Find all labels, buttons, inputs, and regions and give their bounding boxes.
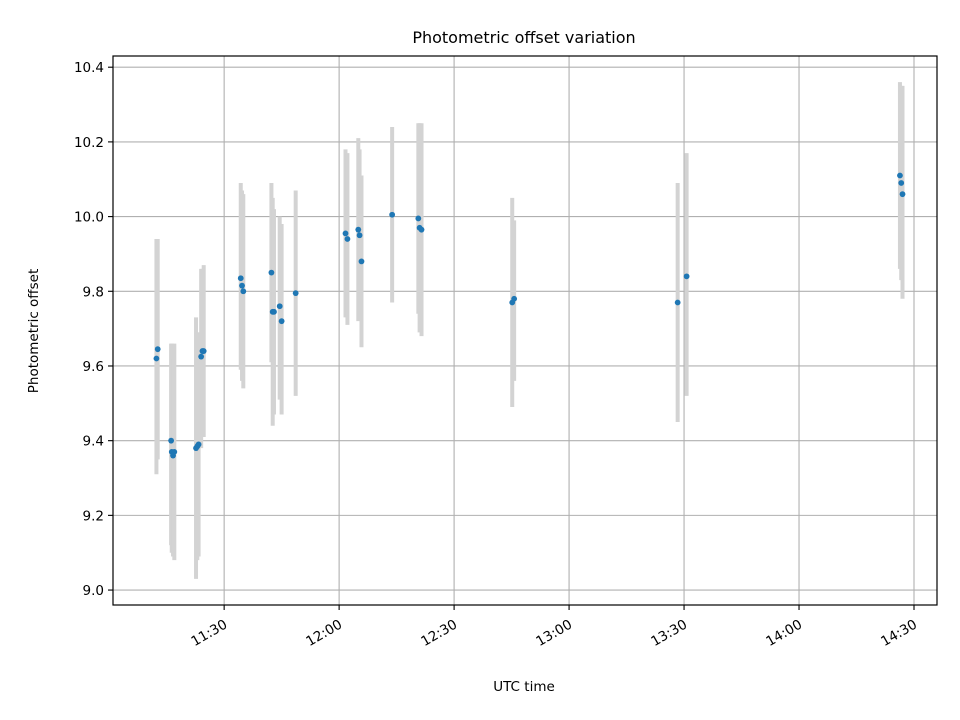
x-axis-label: UTC time (493, 679, 555, 695)
data-point (154, 346, 161, 353)
data-point (415, 215, 422, 222)
y-tick-label: 9.8 (83, 284, 104, 300)
data-point (278, 318, 285, 325)
data-point (239, 282, 245, 289)
data-point (168, 437, 175, 444)
data-point (899, 191, 906, 198)
data-point (171, 448, 178, 455)
y-tick-label: 9.0 (83, 583, 104, 599)
data-point (358, 258, 365, 265)
data-point (198, 353, 205, 360)
data-point (271, 308, 277, 315)
data-point (342, 230, 349, 237)
data-point (389, 211, 396, 218)
y-axis-label: Photometric offset (26, 269, 42, 393)
y-tick-label: 9.2 (83, 508, 104, 524)
y-tick-label: 10.2 (74, 135, 104, 151)
data-point (683, 273, 690, 280)
data-point (897, 172, 903, 179)
data-point (418, 226, 425, 233)
y-tick-label: 9.6 (83, 359, 104, 375)
data-point (898, 180, 905, 186)
data-points (153, 172, 906, 459)
data-point (268, 269, 275, 276)
data-point (153, 355, 160, 362)
data-point (344, 236, 351, 242)
data-point (276, 303, 283, 310)
y-tick-label: 10.0 (74, 210, 104, 226)
y-tick-label: 9.4 (83, 434, 104, 450)
data-point (674, 299, 681, 306)
data-point (356, 232, 363, 239)
data-point (355, 226, 362, 233)
data-point (292, 290, 299, 297)
data-point (200, 348, 207, 354)
grid-lines (113, 56, 937, 605)
chart-title: Photometric offset variation (412, 28, 635, 47)
data-point (237, 275, 244, 282)
data-point (195, 441, 202, 448)
data-point (240, 288, 247, 295)
y-tick-label: 10.4 (74, 60, 104, 76)
plot-frame (112, 55, 938, 606)
data-point (511, 295, 518, 302)
